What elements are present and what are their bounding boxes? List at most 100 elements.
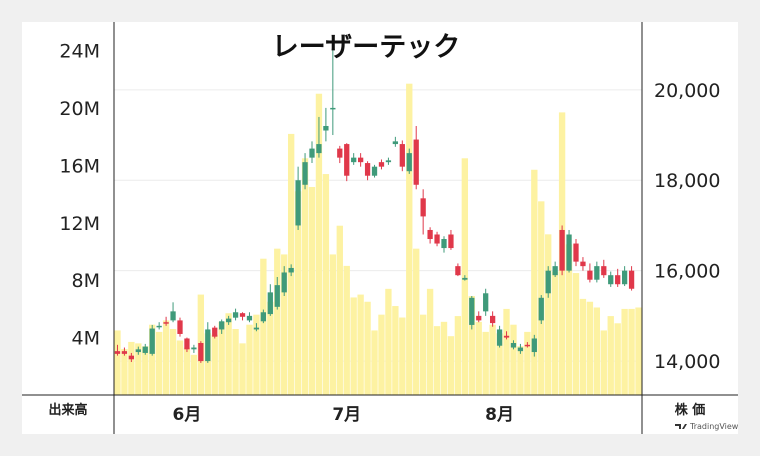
- candle: [371, 164, 378, 178]
- candle: [253, 323, 260, 332]
- candle: [281, 266, 287, 296]
- volume-bar: [336, 225, 343, 395]
- volume-bar: [426, 288, 434, 395]
- candle: [246, 312, 253, 323]
- volume-bar: [267, 301, 274, 395]
- volume-bar: [607, 316, 614, 395]
- candle: [219, 319, 225, 334]
- volume-bar: [274, 248, 281, 395]
- candle: [531, 334, 537, 357]
- candle: [163, 316, 169, 326]
- volume-bar: [551, 271, 559, 395]
- candle: [177, 317, 183, 337]
- volume-bar: [232, 329, 239, 395]
- volume-bar: [447, 336, 455, 395]
- candle: [608, 271, 614, 287]
- volume-bar: [364, 301, 371, 395]
- candle: [295, 166, 301, 230]
- candle: [357, 153, 364, 167]
- volume-bar: [517, 346, 524, 395]
- candle: [378, 159, 385, 170]
- candle: [573, 239, 579, 267]
- candle: [142, 343, 148, 355]
- volume-bar: [572, 273, 580, 395]
- candle: [483, 288, 489, 316]
- volume-axis-label: 出来高: [48, 402, 87, 418]
- volume-bar: [385, 288, 392, 395]
- volume-bar: [142, 346, 149, 395]
- volume-bar: [579, 298, 587, 395]
- volume-bar: [482, 331, 489, 395]
- candle: [114, 344, 121, 356]
- volume-bar: [121, 349, 128, 395]
- volume-bar: [211, 334, 218, 395]
- volume-bar: [246, 324, 253, 395]
- candle: [476, 311, 482, 323]
- candle: [413, 125, 419, 190]
- volume-bar: [406, 83, 413, 395]
- volume-bar: [149, 324, 156, 395]
- volume-bar: [190, 354, 198, 395]
- candle: [351, 153, 357, 165]
- candle: [496, 325, 503, 348]
- candle: [517, 343, 524, 354]
- candle: [267, 284, 273, 316]
- candle: [489, 311, 496, 327]
- volume-tick-label: 20M: [59, 98, 100, 120]
- candle: [455, 263, 461, 277]
- volume-bar: [614, 323, 621, 395]
- candle: [135, 346, 141, 355]
- volume-tick-label: 24M: [59, 41, 100, 63]
- price-tick-label: 18,000: [654, 170, 720, 192]
- brand-label: TradingView: [689, 422, 738, 431]
- candle: [441, 236, 447, 253]
- volume-bar: [225, 313, 232, 395]
- candle: [337, 145, 343, 164]
- volume-bar: [419, 314, 427, 395]
- volume-bar: [510, 324, 517, 395]
- candle: [191, 344, 197, 353]
- volume-bar: [524, 331, 531, 395]
- candle: [309, 141, 315, 164]
- candle: [128, 352, 135, 362]
- month-tick-label: 8月: [485, 405, 514, 425]
- volume-bar: [475, 321, 482, 395]
- volume-bar: [253, 314, 260, 395]
- candle: [503, 331, 510, 340]
- volume-bar: [218, 321, 225, 395]
- candle: [615, 268, 621, 287]
- volume-bar: [371, 330, 378, 395]
- volume-bar: [281, 254, 288, 395]
- volume-bar: [308, 186, 316, 395]
- volume-bar: [128, 341, 135, 395]
- volume-bar: [343, 265, 350, 395]
- volume-tick-label: 8M: [72, 270, 100, 292]
- volume-tick-label: 12M: [59, 213, 100, 235]
- candle: [552, 261, 558, 277]
- volume-bar: [600, 330, 607, 395]
- volume-bar: [114, 330, 121, 395]
- price-tick-label: 16,000: [654, 261, 720, 283]
- candle: [462, 275, 468, 281]
- volume-bar: [545, 234, 552, 395]
- volume-bar: [593, 307, 601, 395]
- volume-bar: [176, 340, 184, 395]
- volume-bar: [440, 321, 448, 395]
- volume-bar: [329, 254, 337, 395]
- candle: [156, 322, 162, 330]
- candle: [538, 295, 544, 325]
- candle: [601, 259, 607, 278]
- volume-bar: [260, 258, 267, 395]
- volume-bar: [392, 306, 399, 395]
- price-axis: 14,000 16,000 18,000 20,000: [654, 80, 720, 373]
- candle: [288, 264, 294, 277]
- candle: [566, 229, 572, 273]
- candle: [344, 143, 350, 182]
- frame: [22, 22, 738, 434]
- candle: [212, 325, 218, 339]
- candle: [406, 148, 412, 174]
- volume-bar: [399, 317, 406, 395]
- chart-title: レーザーテック: [272, 32, 460, 63]
- candle: [524, 342, 531, 348]
- candle: [149, 324, 155, 356]
